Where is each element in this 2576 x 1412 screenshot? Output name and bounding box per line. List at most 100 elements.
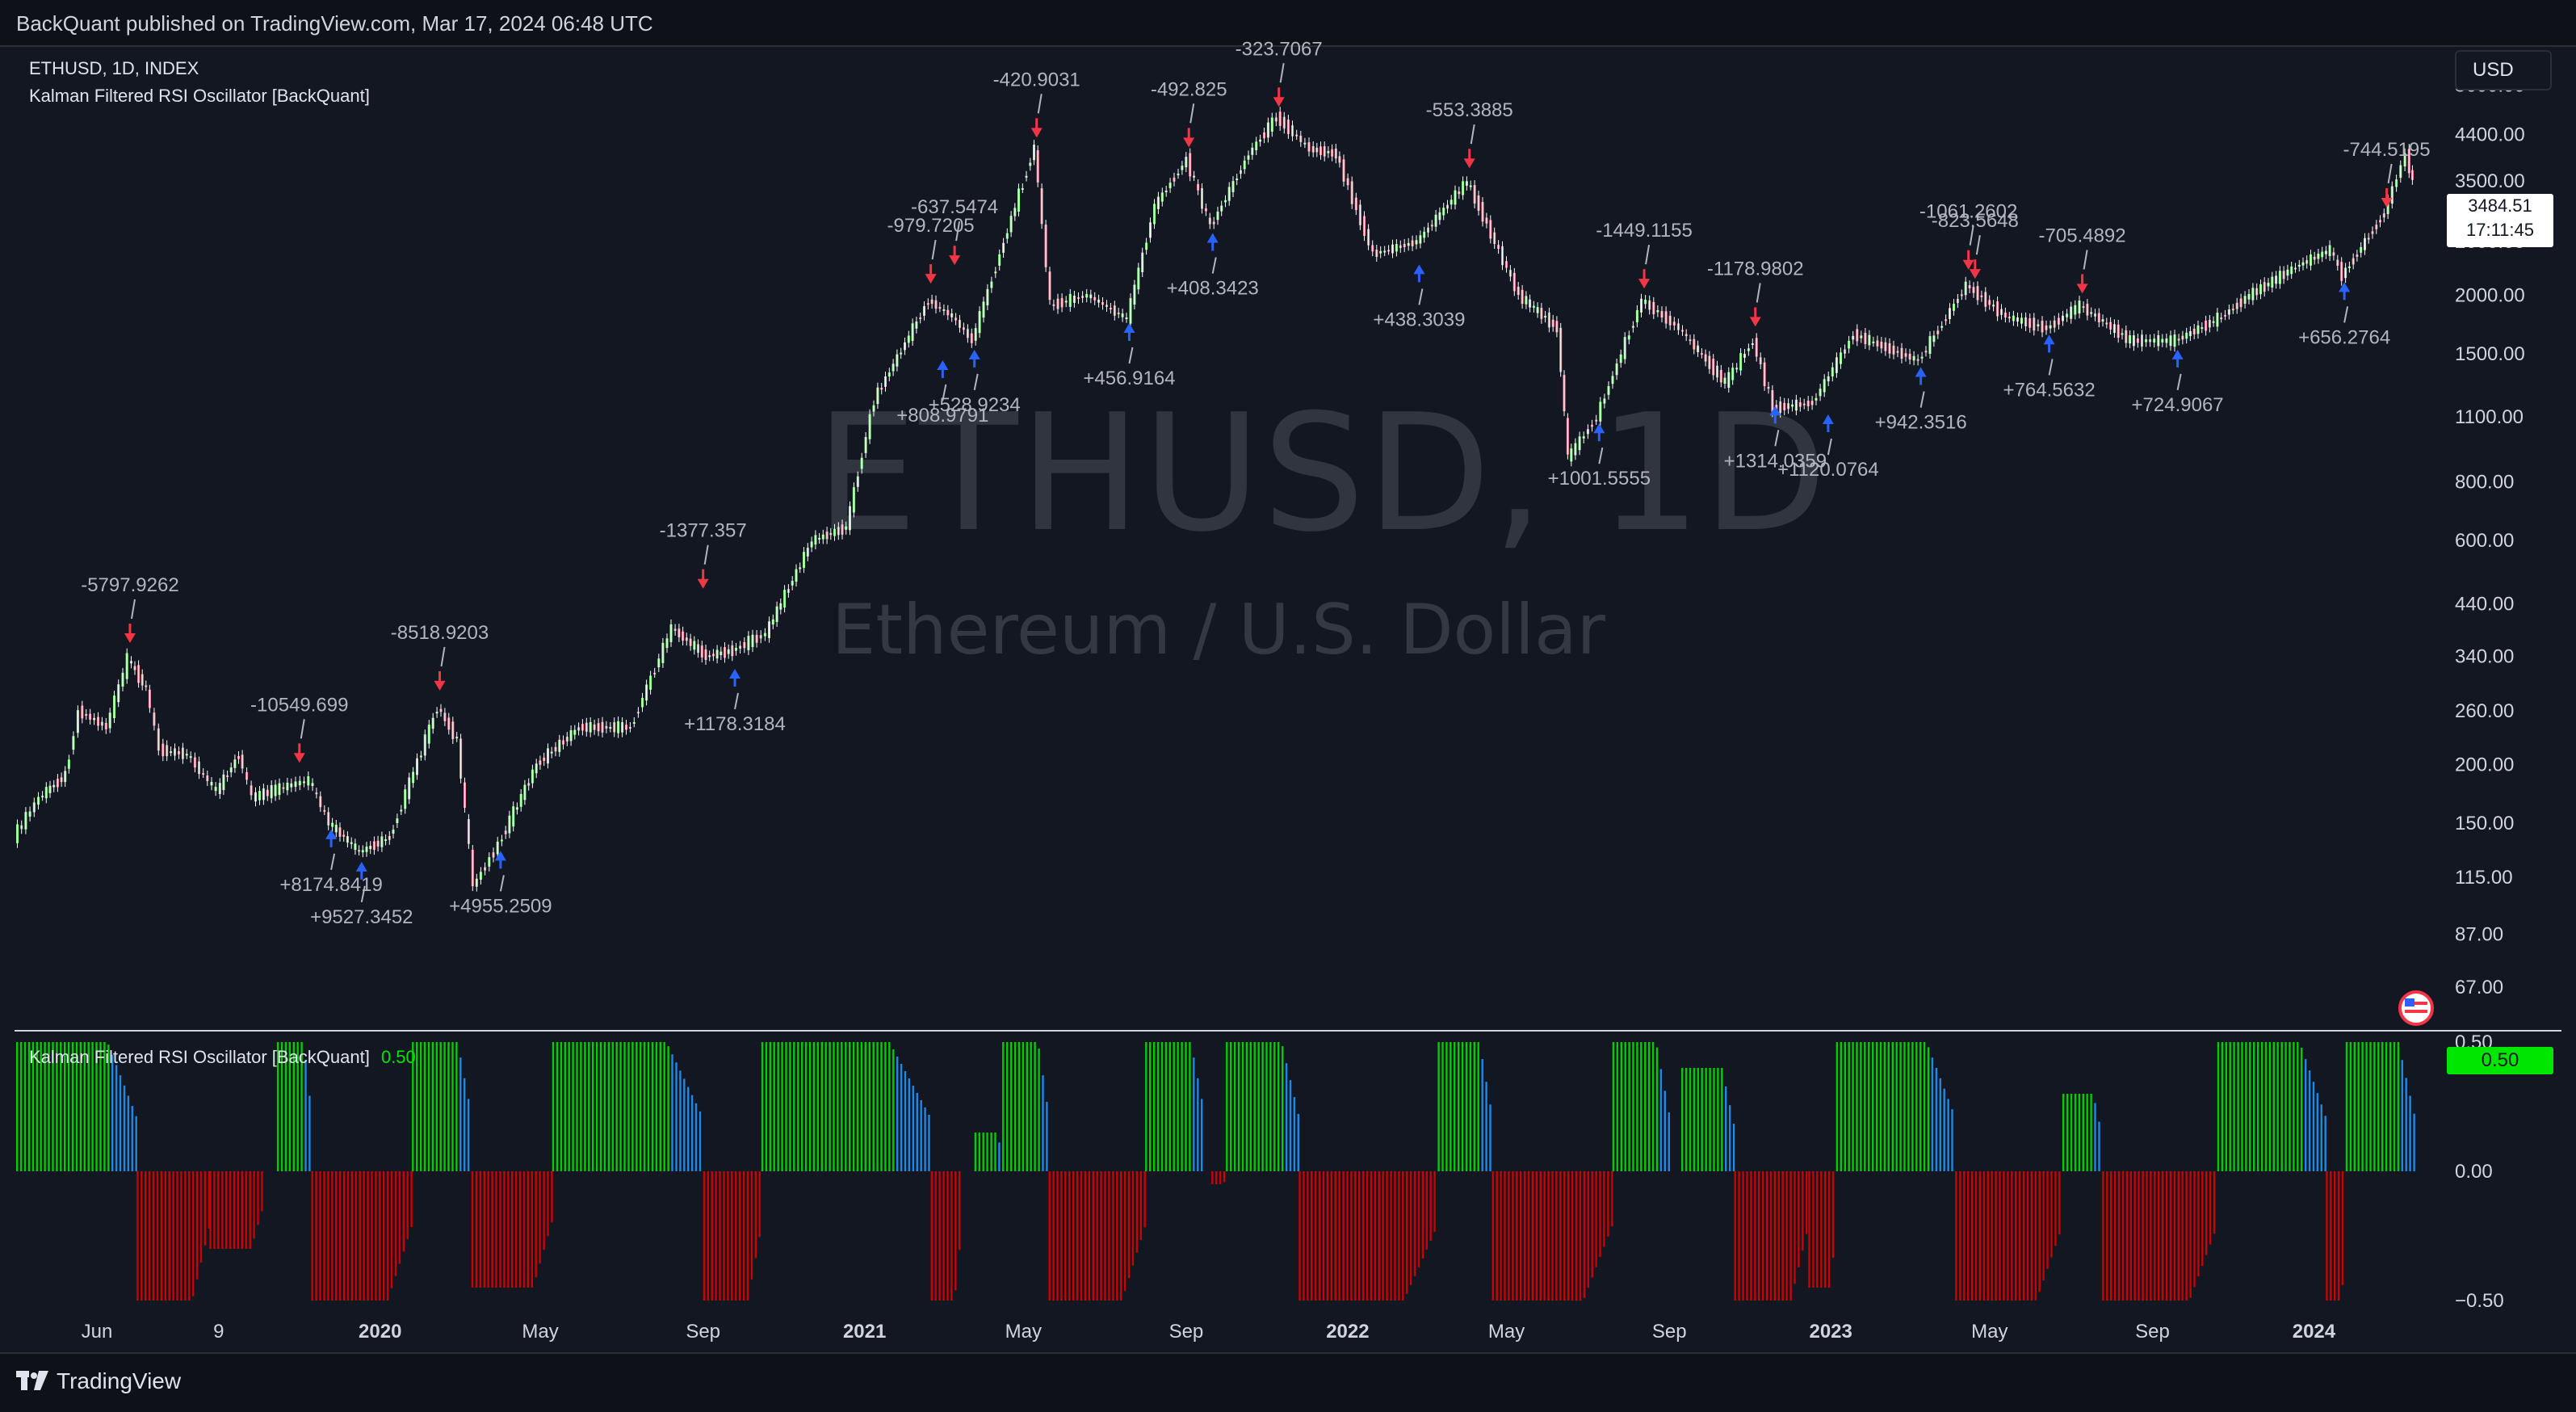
oscillator-bar (180, 1171, 183, 1301)
oscillator-bar (1342, 1171, 1345, 1301)
oscillator-bar (742, 1171, 745, 1301)
oscillator-bar (2289, 1042, 2291, 1171)
oscillator-bar (543, 1171, 545, 1250)
oscillator-bar (1168, 1042, 1171, 1171)
oscillator-bar (1265, 1042, 1268, 1171)
oscillator-bar (2138, 1171, 2140, 1301)
oscillator-bar (876, 1042, 879, 1171)
oscillator-bar (1100, 1171, 1102, 1301)
oscillator-bar (1794, 1171, 1796, 1284)
oscillator-bar (647, 1042, 650, 1171)
oscillator-bar (1177, 1042, 1179, 1171)
oscillator-bar (1358, 1171, 1361, 1301)
price-axis-label: 115.00 (2455, 867, 2513, 889)
oscillator-bar (209, 1171, 212, 1249)
oscillator-bar (412, 1042, 414, 1171)
label-leader (1470, 124, 1475, 145)
oscillator-bar (990, 1133, 992, 1171)
oscillator-bar (31, 1042, 35, 1171)
oscillator-bar (2078, 1094, 2081, 1171)
trade-profit-label: -5797.9262 (81, 574, 178, 596)
price-axis-label: 87.00 (2455, 923, 2503, 945)
oscillator-bar (2034, 1171, 2037, 1301)
oscillator-bar (864, 1042, 866, 1171)
oscillator-bar (1046, 1102, 1048, 1171)
buy-arrow-icon (1593, 423, 1605, 434)
oscillator-bar (1575, 1171, 1578, 1301)
oscillator-bar (568, 1042, 570, 1171)
oscillator-bar (459, 1057, 462, 1171)
oscillator-bar (2237, 1042, 2239, 1171)
tradingview-logo[interactable]: TradingView (16, 1368, 181, 1394)
currency-button[interactable]: USD (2455, 50, 2552, 90)
oscillator-bar (1991, 1171, 1993, 1301)
oscillator-bar (659, 1042, 661, 1171)
oscillator-bar (2197, 1171, 2200, 1277)
oscillator-bar (172, 1171, 174, 1301)
oscillator-bar (1982, 1171, 1986, 1301)
oscillator-bar (119, 1075, 122, 1171)
label-leader (1279, 63, 1285, 83)
oscillator-bar (435, 1042, 438, 1171)
oscillator-bar (2205, 1171, 2208, 1255)
oscillator-bar (1571, 1171, 1574, 1301)
us-flag-icon (2405, 1010, 2427, 1013)
oscillator-bar (1417, 1171, 1420, 1267)
oscillator-bar (2324, 1116, 2326, 1171)
oscillator-legend[interactable]: Kalman Filtered RSI Oscillator [BackQuan… (29, 1047, 416, 1068)
oscillator-bar (184, 1171, 187, 1301)
oscillator-bar (2369, 1042, 2372, 1171)
trade-profit-label: +724.9067 (2132, 394, 2224, 416)
oscillator-bar (1879, 1042, 1882, 1171)
oscillator-bar (479, 1171, 482, 1288)
oscillator-bar (928, 1115, 930, 1171)
oscillator-bar (296, 1042, 299, 1171)
oscillator-bar (2015, 1171, 2017, 1301)
oscillator-bar (1891, 1042, 1894, 1171)
oscillator-bar (1935, 1068, 1938, 1171)
oscillator-bar (2022, 1171, 2025, 1301)
oscillator-bar (2385, 1042, 2388, 1171)
oscillator-bar (1856, 1042, 1858, 1171)
oscillator-bar (1326, 1171, 1329, 1301)
oscillator-bar (675, 1062, 678, 1171)
oscillator-bar (1088, 1171, 1090, 1301)
oscillator-bar (1131, 1171, 1135, 1266)
oscillator-bar (2189, 1171, 2192, 1298)
symbol-legend[interactable]: ETHUSD, 1D, INDEX (29, 58, 199, 78)
oscillator-bar (1603, 1171, 1605, 1247)
oscillator-bar (1318, 1171, 1321, 1301)
price-axis-label: 600.00 (2455, 530, 2514, 552)
oscillator-bar (1127, 1171, 1131, 1279)
oscillator-bar (824, 1042, 827, 1171)
oscillator-bar (1883, 1042, 1886, 1171)
oscillator-legend-value: 0.50 (380, 1047, 416, 1067)
oscillator-bar (1334, 1171, 1336, 1301)
oscillator-bar (1927, 1047, 1930, 1171)
oscillator-bar (323, 1171, 325, 1301)
oscillator-bar (36, 1042, 38, 1171)
indicator-legend[interactable]: Kalman Filtered RSI Oscillator [BackQuan… (29, 86, 370, 106)
chart-area[interactable] (15, 47, 2561, 1352)
label-leader (2048, 359, 2054, 376)
oscillator-bar (1013, 1042, 1017, 1171)
oscillator-bar (1056, 1171, 1059, 1301)
oscillator-bar (229, 1171, 232, 1249)
oscillator-bar (1551, 1171, 1554, 1301)
oscillator-bar (1567, 1171, 1570, 1301)
oscillator-bar (471, 1171, 474, 1288)
oscillator-bar (1535, 1171, 1538, 1301)
oscillator-bar (1350, 1171, 1353, 1301)
oscillator-bar (777, 1042, 779, 1171)
oscillator-bar (683, 1078, 686, 1171)
label-leader (703, 544, 709, 565)
buy-arrow-icon (355, 861, 367, 872)
oscillator-bar (1253, 1042, 1256, 1171)
sell-arrow-icon (1463, 158, 1475, 169)
oscillator-bar (2297, 1042, 2299, 1171)
oscillator-bar (527, 1171, 530, 1288)
oscillator-bar (16, 1042, 19, 1171)
oscillator-bar (1659, 1069, 1663, 1171)
oscillator-bar (1068, 1171, 1071, 1301)
